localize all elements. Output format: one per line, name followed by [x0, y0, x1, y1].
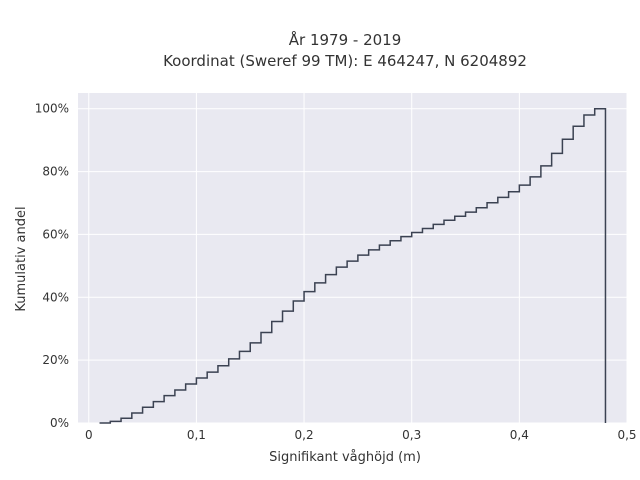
chart-title-line-1: År 1979 - 2019	[289, 30, 402, 49]
y-tick-label: 0%	[50, 416, 69, 430]
y-tick-label: 60%	[42, 227, 69, 241]
x-tick-label: 0,4	[510, 428, 529, 442]
x-tick-label: 0,3	[402, 428, 421, 442]
y-tick-label: 40%	[42, 290, 69, 304]
x-tick-label: 0,5	[617, 428, 636, 442]
y-tick-label: 80%	[42, 165, 69, 179]
x-tick-label: 0	[85, 428, 93, 442]
x-tick-label: 0,1	[187, 428, 206, 442]
y-tick-label: 100%	[35, 102, 69, 116]
y-tick-label: 20%	[42, 353, 69, 367]
x-axis-label: Signifikant våghöjd (m)	[269, 450, 421, 465]
tick-labels: 0 0,1 0,2 0,3 0,4 0,5 0% 20% 40% 60% 80% 100%	[35, 102, 637, 442]
x-tick-label: 0,2	[295, 428, 314, 442]
grid-lines	[78, 93, 628, 424]
chart-title-line-2: Koordinat (Sweref 99 TM): E 464247, N 62…	[163, 52, 527, 70]
cdf-step-line	[99, 107, 607, 424]
plot-area	[78, 93, 627, 423]
y-axis-label: Kumulativ andel	[14, 206, 29, 311]
